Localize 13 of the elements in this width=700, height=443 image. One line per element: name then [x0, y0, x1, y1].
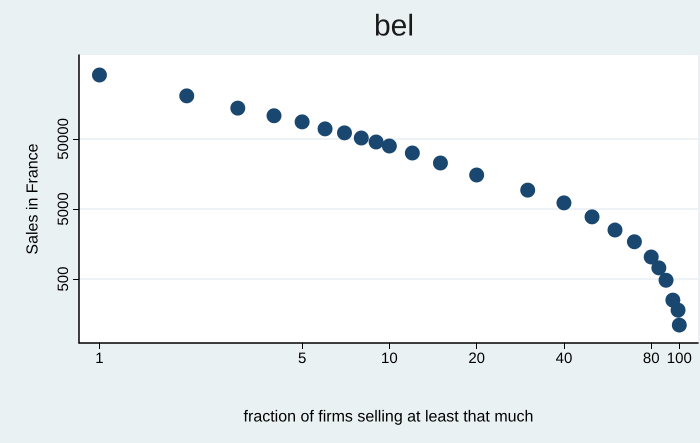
- x-tick-label: 5: [298, 350, 306, 367]
- x-axis-title: fraction of firms selling at least that much: [244, 408, 534, 426]
- x-tick-label: 40: [556, 350, 572, 367]
- y-tick-label: 50000: [55, 118, 72, 160]
- x-tick-label: 80: [642, 350, 660, 367]
- chart-title: bel: [374, 10, 414, 42]
- x-tick-label: 1: [95, 350, 104, 367]
- y-tick-label: 5000: [55, 192, 72, 226]
- x-tick-label: 100: [666, 350, 692, 367]
- y-axis-title: Sales in France: [24, 143, 42, 255]
- y-tick-label: 500: [55, 266, 72, 292]
- x-tick-label: 20: [468, 350, 486, 367]
- x-tick-label: 10: [381, 350, 398, 367]
